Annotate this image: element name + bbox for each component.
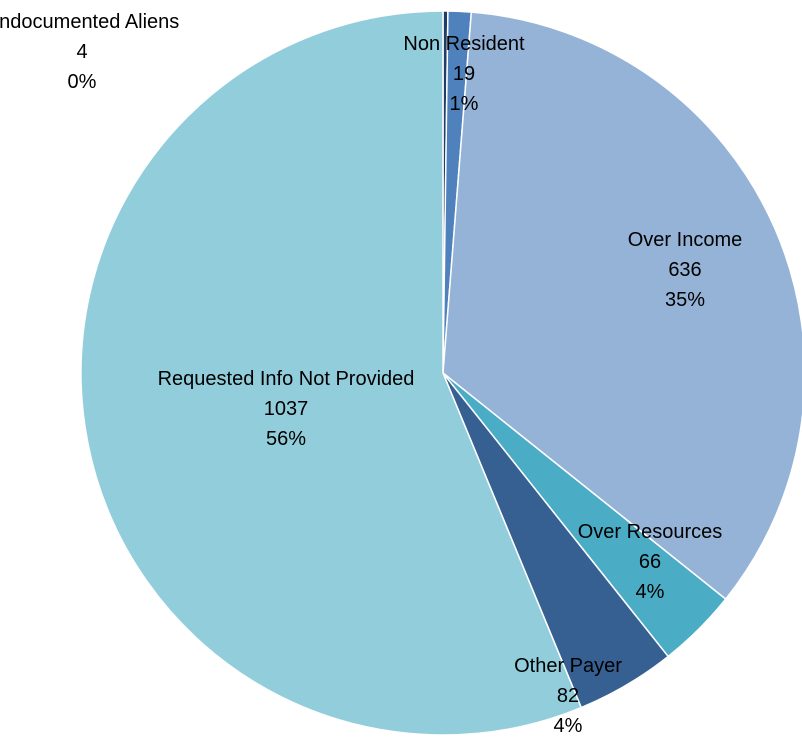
data-labels: Undocumented Aliens 4 0% Non Resident 19 1% Ov… bbox=[0, 11, 742, 737]
data-label: Other Payer 82 4% bbox=[514, 655, 622, 737]
data-label: Over Resources 66 4% bbox=[578, 521, 723, 603]
slice-value: 82 bbox=[557, 685, 579, 707]
slice-percent: 1% bbox=[450, 93, 479, 115]
slice-percent: 0% bbox=[68, 71, 97, 93]
slice-name: Undocumented Aliens bbox=[0, 11, 179, 33]
slice-value: 4 bbox=[76, 41, 87, 63]
slice-value: 636 bbox=[668, 259, 701, 281]
data-label: Undocumented Aliens 4 0% bbox=[0, 11, 179, 93]
slice-name: Other Payer bbox=[514, 655, 622, 677]
slice-percent: 35% bbox=[665, 289, 705, 311]
data-label: Requested Info Not Provided 1037 56% bbox=[158, 368, 415, 450]
slice-name: Requested Info Not Provided bbox=[158, 368, 415, 390]
pie-slice-requested-info-not-provided bbox=[80, 10, 583, 736]
slice-name: Over Resources bbox=[578, 521, 723, 543]
slice-percent: 4% bbox=[636, 581, 665, 603]
slice-percent: 4% bbox=[554, 715, 583, 737]
pie-slice-over-income bbox=[442, 11, 802, 601]
slice-value: 1037 bbox=[264, 398, 309, 420]
pie-slices bbox=[80, 10, 802, 736]
data-label: Non Resident 19 1% bbox=[403, 33, 525, 115]
slice-name: Non Resident bbox=[403, 33, 525, 55]
slice-value: 66 bbox=[639, 551, 661, 573]
slice-percent: 56% bbox=[266, 428, 306, 450]
slice-value: 19 bbox=[453, 63, 475, 85]
slice-name: Over Income bbox=[628, 229, 742, 251]
data-label: Over Income 636 35% bbox=[628, 229, 742, 311]
